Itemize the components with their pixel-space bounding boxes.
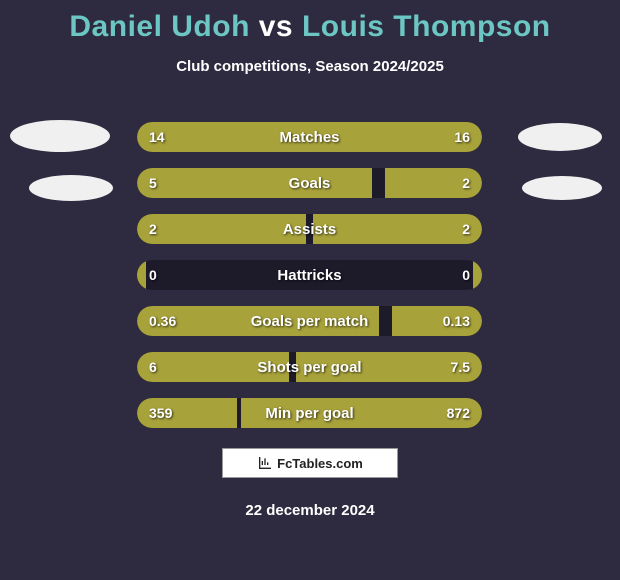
stat-row: 00Hattricks bbox=[137, 260, 482, 290]
stat-label: Goals bbox=[137, 168, 482, 198]
stats-list: 1416Matches 52Goals 22Assists 00Hattricks 0.… bbox=[137, 122, 482, 444]
footer-date: 22 december 2024 bbox=[0, 502, 620, 519]
club-badge bbox=[522, 176, 602, 200]
club-badge bbox=[518, 123, 602, 151]
comparison-card: Daniel Udoh vs Louis Thompson Club compe… bbox=[0, 0, 620, 580]
title-vs: vs bbox=[259, 10, 293, 43]
stat-row: 1416Matches bbox=[137, 122, 482, 152]
stat-row: 52Goals bbox=[137, 168, 482, 198]
stat-label: Hattricks bbox=[137, 260, 482, 290]
stat-row: 67.5Shots per goal bbox=[137, 352, 482, 382]
brand-badge[interactable]: FcTables.com bbox=[222, 448, 398, 478]
title-player1: Daniel Udoh bbox=[69, 10, 250, 43]
stat-label: Goals per match bbox=[137, 306, 482, 336]
stat-row: 0.360.13Goals per match bbox=[137, 306, 482, 336]
title-player2: Louis Thompson bbox=[302, 10, 551, 43]
club-badge bbox=[10, 120, 110, 152]
brand-label: FcTables.com bbox=[277, 456, 363, 471]
stat-label: Assists bbox=[137, 214, 482, 244]
stat-label: Matches bbox=[137, 122, 482, 152]
title: Daniel Udoh vs Louis Thompson bbox=[0, 0, 620, 44]
stat-row: 22Assists bbox=[137, 214, 482, 244]
chart-icon bbox=[257, 455, 273, 471]
stat-label: Min per goal bbox=[137, 398, 482, 428]
club-badge bbox=[29, 175, 113, 201]
subtitle: Club competitions, Season 2024/2025 bbox=[0, 58, 620, 75]
stat-row: 359872Min per goal bbox=[137, 398, 482, 428]
stat-label: Shots per goal bbox=[137, 352, 482, 382]
